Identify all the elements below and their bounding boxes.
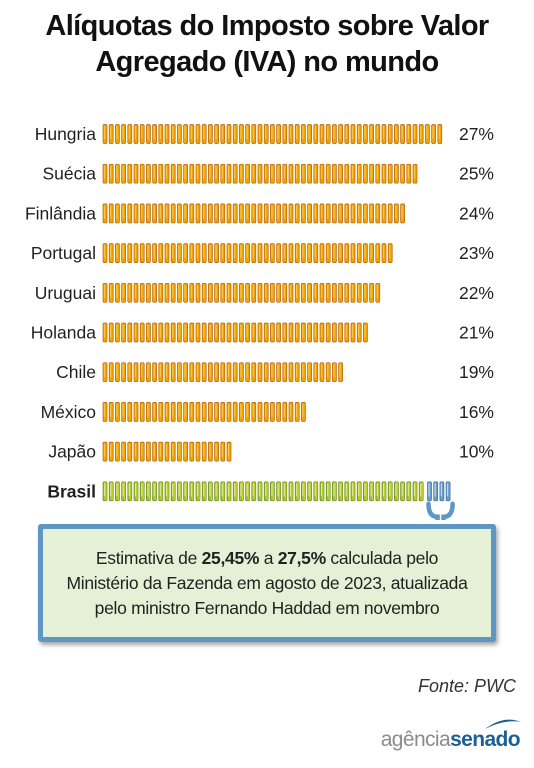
- category-label: México: [41, 402, 96, 422]
- category-label: Suécia: [42, 164, 96, 184]
- value-label: 19%: [459, 362, 494, 382]
- logo-text-agencia: agência: [380, 728, 451, 751]
- category-label: Hungria: [35, 124, 97, 144]
- value-label: 24%: [459, 203, 494, 223]
- category-label: Holanda: [31, 323, 96, 343]
- value-label: 16%: [459, 402, 494, 422]
- bar-japão: [102, 441, 232, 462]
- value-label: 10%: [459, 442, 494, 462]
- bar-chile: [102, 362, 343, 383]
- logo-text-senado: senado: [450, 719, 522, 751]
- callout-value-high: 27,5%: [277, 547, 326, 568]
- bar-suécia: [102, 163, 418, 184]
- callout-line-2: Ministério da Fazenda em agosto de 2023,…: [66, 572, 468, 593]
- callout-text-part: calculada pelo: [325, 547, 439, 568]
- value-label: 27%: [459, 124, 494, 144]
- value-label: 22%: [459, 283, 494, 303]
- bar-holanda: [102, 322, 368, 343]
- callout-line-3: pelo ministro Fernando Haddad em novembr…: [94, 597, 440, 618]
- category-label: Japão: [48, 442, 96, 462]
- chart-title-line-2: Agregado (IVA) no mundo: [95, 46, 439, 78]
- category-label: Chile: [56, 362, 96, 382]
- bar-portugal: [102, 243, 393, 263]
- brasil-estimate-range-marker: [426, 481, 455, 520]
- value-label: 21%: [459, 323, 494, 343]
- logo-swoosh-icon: [485, 719, 522, 729]
- callout-text-part: Estimativa de: [95, 547, 202, 568]
- value-label: 25%: [459, 164, 494, 184]
- bar-finlândia: [102, 203, 405, 224]
- category-label: Uruguai: [35, 283, 96, 303]
- value-label: 23%: [459, 243, 494, 263]
- callout-text: Estimativa de 25,45% a 27,5% calculada p…: [52, 546, 481, 621]
- agencia-senado-logo: agência senado: [380, 719, 522, 752]
- bar-hungria: [102, 124, 443, 144]
- brasil-bar: [102, 481, 424, 502]
- source-note: Fonte: PWC: [417, 676, 516, 696]
- callout-text-part: a: [259, 547, 278, 568]
- category-label: Finlândia: [25, 203, 96, 223]
- brasil-estimate-callout: Estimativa de 25,45% a 27,5% calculada p…: [38, 524, 496, 642]
- logo-text-senado-label: senado: [450, 728, 521, 751]
- chart-title: Alíquotas do Imposto sobre Valor Agregad…: [0, 8, 534, 80]
- callout-value-low: 25,45%: [201, 547, 260, 568]
- bar-chart: Hungria 27% Suécia 25% Finlândia 24% Portugal 2…: [25, 124, 494, 520]
- range-bracket: [426, 501, 455, 520]
- category-label: Brasil: [47, 481, 96, 501]
- category-label: Portugal: [31, 243, 96, 263]
- bar-méxico: [102, 402, 306, 422]
- bar-uruguai: [102, 282, 381, 303]
- chart-title-line-1: Alíquotas do Imposto sobre Valor: [45, 10, 489, 42]
